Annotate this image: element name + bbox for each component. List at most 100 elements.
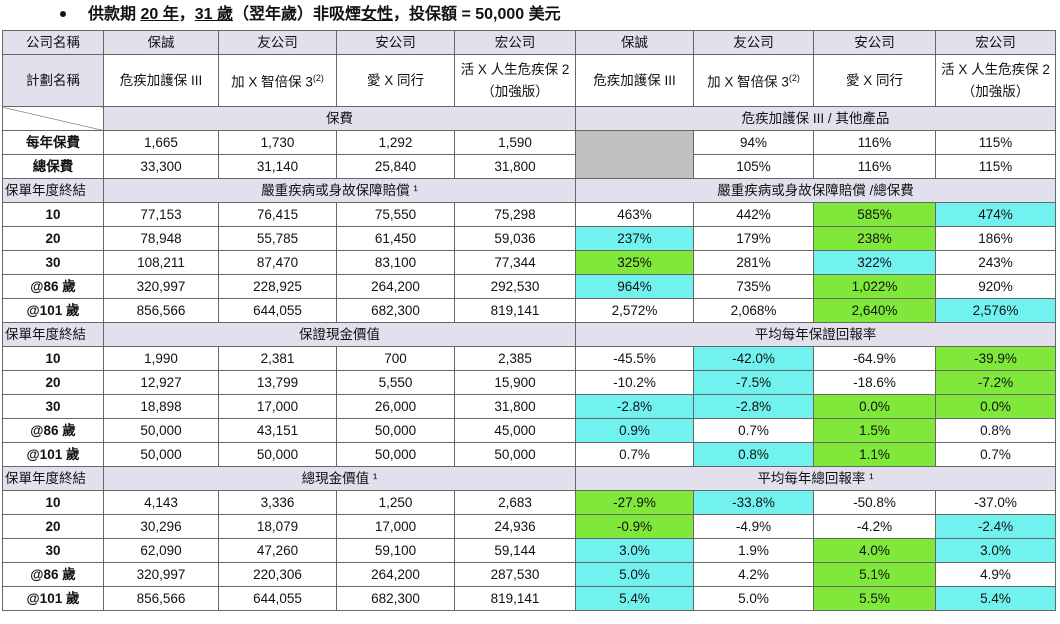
ratio-cell: 0.8%: [935, 418, 1056, 443]
section-row: 保費 危疾加護保 III / 其他產品: [2, 106, 1056, 131]
section-title: 嚴重疾病或身故保障賠償 ¹: [103, 178, 576, 203]
plan-text: 活 X 人生危疾保 2（加強版）: [460, 61, 570, 99]
value-cell: 18,898: [103, 394, 219, 419]
value-cell: 31,140: [218, 154, 337, 179]
data-row: @101 歲 856,566 644,055 682,300 819,141 2,572%…: [2, 298, 1056, 323]
row-label: @86 歲: [2, 274, 104, 299]
row-label: @101 歲: [2, 442, 104, 467]
value-cell: 43,151: [218, 418, 337, 443]
data-row: @101 歲 50,000 50,000 50,000 50,000 0.7% 0.8% 1.…: [2, 442, 1056, 467]
value-cell: 15,900: [454, 370, 576, 395]
value-cell: 228,925: [218, 274, 337, 299]
value-cell: 1,990: [103, 346, 219, 371]
value-cell: 62,090: [103, 538, 219, 563]
ratio-cell: 1.9%: [693, 538, 814, 563]
title-part: ，: [178, 6, 195, 23]
value-cell: 78,948: [103, 226, 219, 251]
value-cell: 25,840: [336, 154, 455, 179]
value-cell: 47,260: [218, 538, 337, 563]
ratio-cell: -4.9%: [693, 514, 814, 539]
ratio-cell: 735%: [693, 274, 814, 299]
value-cell: 292,530: [454, 274, 576, 299]
ratio-cell: 0.8%: [693, 442, 814, 467]
value-cell: 5,550: [336, 370, 455, 395]
ratio-cell: 237%: [575, 226, 694, 251]
ratio-cell: 115%: [935, 130, 1056, 155]
title-part: 女性: [360, 6, 393, 23]
value-cell: 50,000: [103, 442, 219, 467]
company-name: 保誠: [575, 30, 694, 55]
ratio-cell: -2.8%: [575, 394, 694, 419]
ratio-cell: -18.6%: [813, 370, 936, 395]
ratio-cell: -64.9%: [813, 346, 936, 371]
section-title: 嚴重疾病或身故保障賠償 /總保費: [575, 178, 1056, 203]
plan-name: 加 X 智倍保 3(2): [693, 54, 814, 107]
value-cell: 856,566: [103, 586, 219, 611]
value-cell: 55,785: [218, 226, 337, 251]
data-row: @86 歲 320,997 220,306 264,200 287,530 5.0% 4.2…: [2, 562, 1056, 587]
value-cell: 287,530: [454, 562, 576, 587]
plan-name: 活 X 人生危疾保 2（加強版）: [935, 54, 1056, 107]
row-label: @86 歲: [2, 562, 104, 587]
value-cell: 264,200: [336, 274, 455, 299]
row-label: 30: [2, 250, 104, 275]
data-row: @86 歲 50,000 43,151 50,000 45,000 0.9% 0.7% 1.5…: [2, 418, 1056, 443]
ratio-cell: 5.0%: [693, 586, 814, 611]
header-label: 計劃名稱: [2, 54, 104, 107]
value-cell: 76,415: [218, 202, 337, 227]
ratio-cell: 116%: [813, 154, 936, 179]
value-cell: 3,336: [218, 490, 337, 515]
row-label: 30: [2, 394, 104, 419]
row-label: 20: [2, 226, 104, 251]
ratio-cell: 281%: [693, 250, 814, 275]
bullet: [60, 11, 66, 17]
value-cell: 220,306: [218, 562, 337, 587]
section-label: 保單年度終結: [2, 466, 104, 491]
value-cell: 17,000: [218, 394, 337, 419]
plan-note: (2): [312, 73, 324, 84]
company-name: 安公司: [336, 30, 455, 55]
value-cell: 50,000: [218, 442, 337, 467]
ratio-cell: -50.8%: [813, 490, 936, 515]
ratio-cell: 463%: [575, 202, 694, 227]
plan-name: 危疾加護保 III: [103, 54, 219, 107]
ratio-cell: 2,576%: [935, 298, 1056, 323]
ratio-cell: 4.2%: [693, 562, 814, 587]
value-cell: 33,300: [103, 154, 219, 179]
company-name: 保誠: [103, 30, 219, 55]
ratio-cell: 0.7%: [575, 442, 694, 467]
ratio-cell: 4.0%: [813, 538, 936, 563]
plan-text: 加 X 智倍保 3: [707, 74, 789, 90]
ratio-cell: -7.2%: [935, 370, 1056, 395]
row-label: 總保費: [2, 154, 104, 179]
ratio-cell: -2.8%: [693, 394, 814, 419]
value-cell: 31,800: [454, 394, 576, 419]
value-cell: 18,079: [218, 514, 337, 539]
value-cell: 2,381: [218, 346, 337, 371]
section-label: 保單年度終結: [2, 322, 104, 347]
company-name: 宏公司: [935, 30, 1056, 55]
value-cell: 2,385: [454, 346, 576, 371]
diagonal-cell: [2, 106, 104, 131]
ratio-cell: 322%: [813, 250, 936, 275]
title-part: 20 年: [140, 6, 179, 23]
header-label: 公司名稱: [2, 30, 104, 55]
ratio-cell: -42.0%: [693, 346, 814, 371]
section-title: 保費: [103, 106, 576, 131]
company-name: 安公司: [813, 30, 936, 55]
ratio-cell: -7.5%: [693, 370, 814, 395]
value-cell: 75,550: [336, 202, 455, 227]
ratio-cell: 94%: [693, 130, 814, 155]
value-cell: 1,250: [336, 490, 455, 515]
value-cell: 1,292: [336, 130, 455, 155]
plan-name: 加 X 智倍保 3(2): [218, 54, 337, 107]
row-label: 10: [2, 202, 104, 227]
ratio-cell: 0.7%: [693, 418, 814, 443]
data-row: 20 12,927 13,799 5,550 15,900 -10.2% -7.5% -18.…: [2, 370, 1056, 395]
section-row: 保單年度終結 嚴重疾病或身故保障賠償 ¹ 嚴重疾病或身故保障賠償 /總保費: [2, 178, 1056, 203]
ratio-cell: 1.1%: [813, 442, 936, 467]
ratio-cell: 2,640%: [813, 298, 936, 323]
header-row: 計劃名稱 危疾加護保 III 加 X 智倍保 3(2) 愛 X 同行活 X 人生危疾保…: [2, 54, 1056, 107]
data-row: 每年保費 1,665 1,730 1,292 1,590 94% 116% 115%: [2, 130, 1056, 179]
ratio-cell: 0.0%: [935, 394, 1056, 419]
